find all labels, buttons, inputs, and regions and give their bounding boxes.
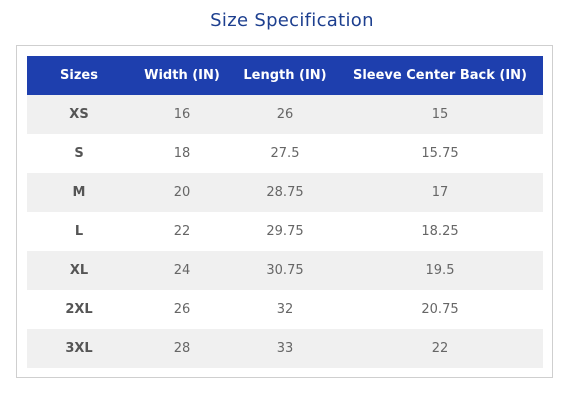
table-row: 3XL 28 33 22 (27, 329, 543, 368)
header-cell: Sizes (27, 56, 131, 95)
value-cell: 22 (337, 329, 543, 368)
value-cell: 26 (233, 95, 337, 134)
value-cell: 22 (131, 212, 233, 251)
value-cell: 28.75 (233, 173, 337, 212)
value-cell: 15 (337, 95, 543, 134)
value-cell: 16 (131, 95, 233, 134)
size-cell: XL (27, 251, 131, 290)
size-cell: 3XL (27, 329, 131, 368)
value-cell: 26 (131, 290, 233, 329)
header-cell: Sleeve Center Back (IN) (337, 56, 543, 95)
size-cell: M (27, 173, 131, 212)
header-cell: Length (IN) (233, 56, 337, 95)
value-cell: 28 (131, 329, 233, 368)
table-row: XL 24 30.75 19.5 (27, 251, 543, 290)
header-cell: Width (IN) (131, 56, 233, 95)
value-cell: 32 (233, 290, 337, 329)
value-cell: 33 (233, 329, 337, 368)
value-cell: 30.75 (233, 251, 337, 290)
title: Size Specification (210, 10, 374, 31)
table-row: XS 16 26 15 (27, 95, 543, 134)
value-cell: 18.25 (337, 212, 543, 251)
table-row: M 20 28.75 17 (27, 173, 543, 212)
table-body: XS 16 26 15 S 18 27.5 15.75 M 20 28.75 17 L 22 29.75 18… (27, 95, 543, 368)
size-cell: XS (27, 95, 131, 134)
table-frame (16, 45, 553, 378)
value-cell: 18 (131, 134, 233, 173)
size-cell: S (27, 134, 131, 173)
size-table: Sizes Width (IN) Length (IN) Sleeve Center … (27, 56, 543, 368)
value-cell: 15.75 (337, 134, 543, 173)
header-row: Sizes Width (IN) Length (IN) Sleeve Center … (27, 56, 543, 95)
value-cell: 29.75 (233, 212, 337, 251)
table-row: S 18 27.5 15.75 (27, 134, 543, 173)
value-cell: 24 (131, 251, 233, 290)
table-row: 2XL 26 32 20.75 (27, 290, 543, 329)
table-row: L 22 29.75 18.25 (27, 212, 543, 251)
size-cell: L (27, 212, 131, 251)
value-cell: 20 (131, 173, 233, 212)
value-cell: 19.5 (337, 251, 543, 290)
value-cell: 20.75 (337, 290, 543, 329)
value-cell: 27.5 (233, 134, 337, 173)
size-cell: 2XL (27, 290, 131, 329)
value-cell: 17 (337, 173, 543, 212)
